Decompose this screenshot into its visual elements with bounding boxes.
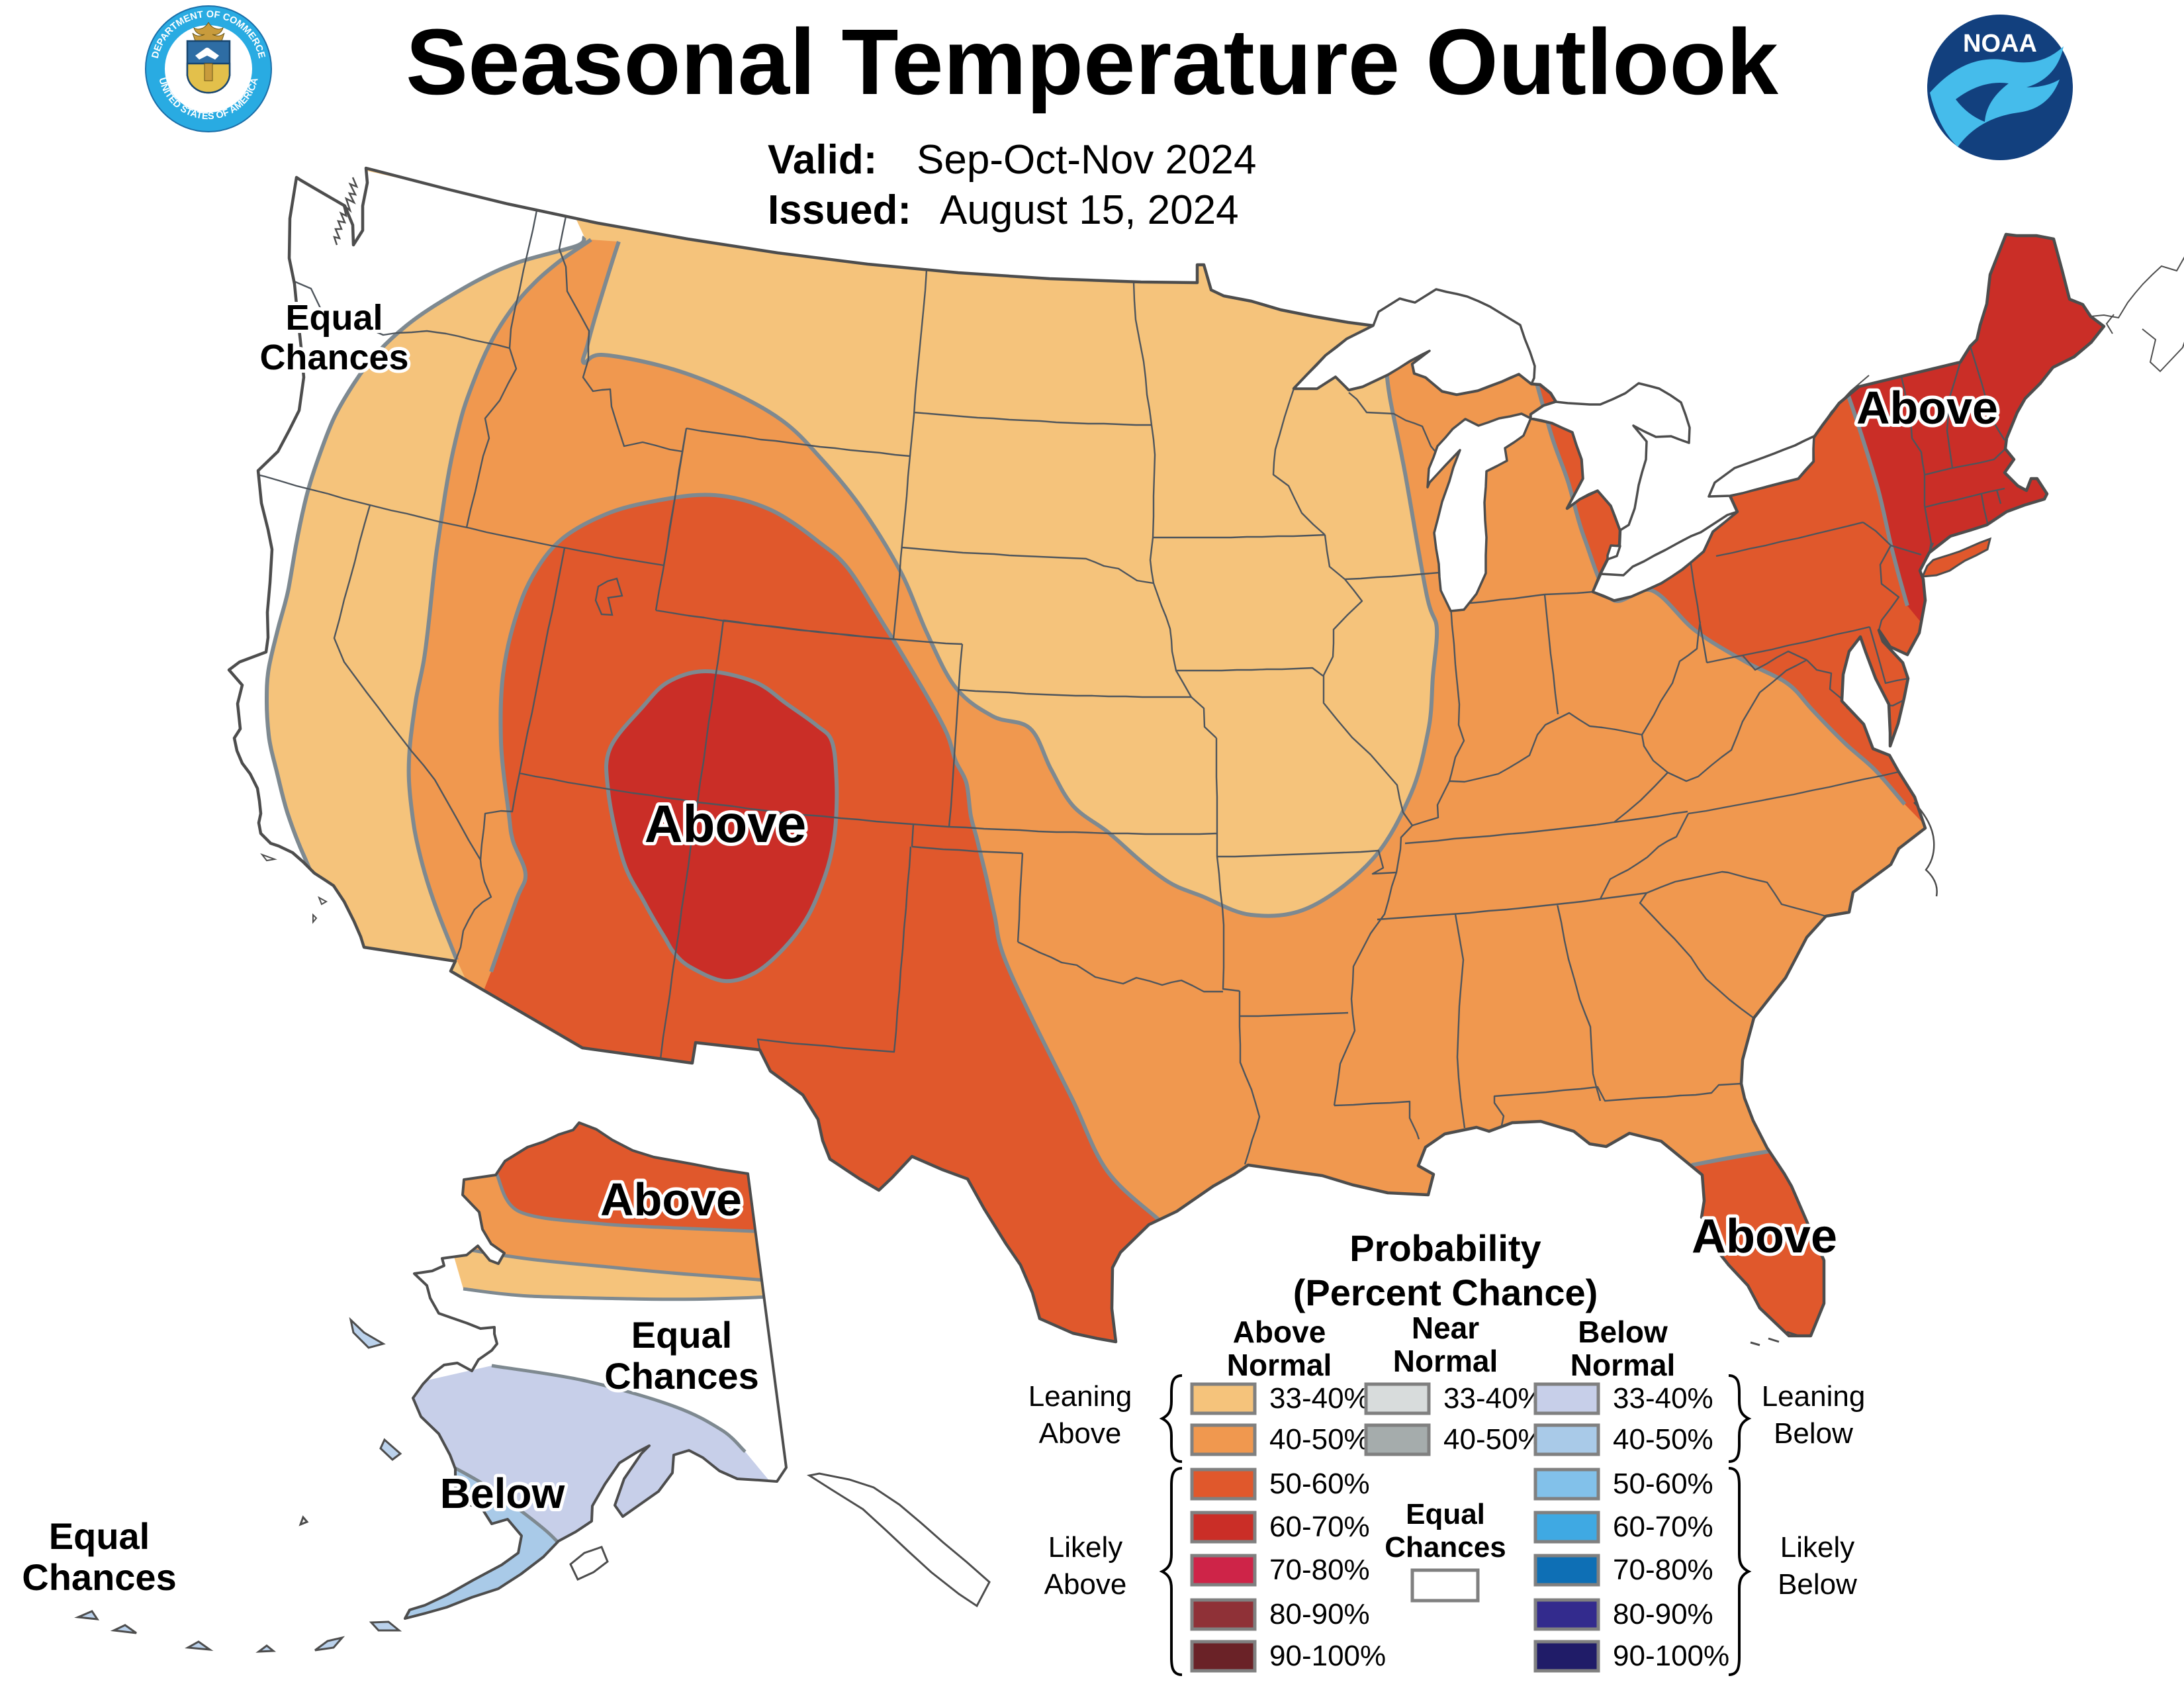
svg-text:Sep-Oct-Nov 2024: Sep-Oct-Nov 2024 <box>917 137 1256 183</box>
svg-text:Below: Below <box>1578 1315 1668 1349</box>
svg-text:70-80%: 70-80% <box>1613 1554 1713 1586</box>
svg-text:40-50%: 40-50% <box>1443 1423 1544 1456</box>
svg-text:Leaning: Leaning <box>1028 1380 1132 1413</box>
svg-text:Chances: Chances <box>604 1355 758 1397</box>
svg-text:80-90%: 80-90% <box>1613 1598 1713 1630</box>
svg-text:Near: Near <box>1412 1311 1479 1345</box>
svg-text:Below: Below <box>440 1470 565 1517</box>
svg-text:50-60%: 50-60% <box>1269 1468 1370 1500</box>
svg-text:Normal: Normal <box>1227 1348 1332 1382</box>
svg-text:Equal: Equal <box>285 298 383 338</box>
svg-text:90-100%: 90-100% <box>1613 1640 1729 1672</box>
svg-text:Chances: Chances <box>1385 1531 1506 1564</box>
svg-text:Issued:: Issued: <box>768 187 911 233</box>
svg-text:Above: Above <box>1039 1417 1122 1450</box>
svg-text:Above: Above <box>600 1174 742 1225</box>
svg-text:33-40%: 33-40% <box>1613 1382 1713 1415</box>
svg-text:Equal: Equal <box>1406 1498 1485 1530</box>
svg-text:Above: Above <box>645 794 807 853</box>
svg-text:Equal: Equal <box>631 1314 732 1356</box>
svg-text:Leaning: Leaning <box>1762 1380 1866 1413</box>
svg-text:33-40%: 33-40% <box>1443 1382 1544 1415</box>
svg-text:Likely: Likely <box>1780 1531 1855 1564</box>
svg-text:40-50%: 40-50% <box>1613 1423 1713 1456</box>
svg-text:Likely: Likely <box>1048 1531 1123 1564</box>
svg-text:60-70%: 60-70% <box>1269 1511 1370 1543</box>
svg-text:80-90%: 80-90% <box>1269 1598 1370 1630</box>
svg-text:(Percent Chance): (Percent Chance) <box>1293 1272 1598 1313</box>
svg-text:60-70%: 60-70% <box>1613 1511 1713 1543</box>
svg-text:Normal: Normal <box>1393 1344 1498 1378</box>
svg-text:August 15, 2024: August 15, 2024 <box>940 187 1239 233</box>
svg-text:Valid:: Valid: <box>768 137 877 183</box>
svg-text:Below: Below <box>1778 1568 1857 1601</box>
svg-text:Above: Above <box>1233 1315 1326 1349</box>
svg-text:NOAA: NOAA <box>1963 30 2037 58</box>
svg-text:Above: Above <box>1856 382 1998 434</box>
svg-text:70-80%: 70-80% <box>1269 1554 1370 1586</box>
svg-text:Above: Above <box>1044 1568 1127 1601</box>
svg-text:Chances: Chances <box>22 1556 176 1598</box>
svg-text:Seasonal Temperature Outlook: Seasonal Temperature Outlook <box>406 9 1778 114</box>
svg-text:Below: Below <box>1774 1417 1853 1450</box>
svg-text:Normal: Normal <box>1570 1348 1675 1382</box>
svg-text:40-50%: 40-50% <box>1269 1423 1370 1456</box>
svg-text:Probability: Probability <box>1349 1227 1541 1269</box>
svg-text:Equal: Equal <box>49 1515 150 1557</box>
svg-text:Above: Above <box>1692 1210 1837 1263</box>
svg-text:Chances: Chances <box>259 338 408 377</box>
svg-text:33-40%: 33-40% <box>1269 1382 1370 1415</box>
svg-text:90-100%: 90-100% <box>1269 1640 1386 1672</box>
svg-text:50-60%: 50-60% <box>1613 1468 1713 1500</box>
